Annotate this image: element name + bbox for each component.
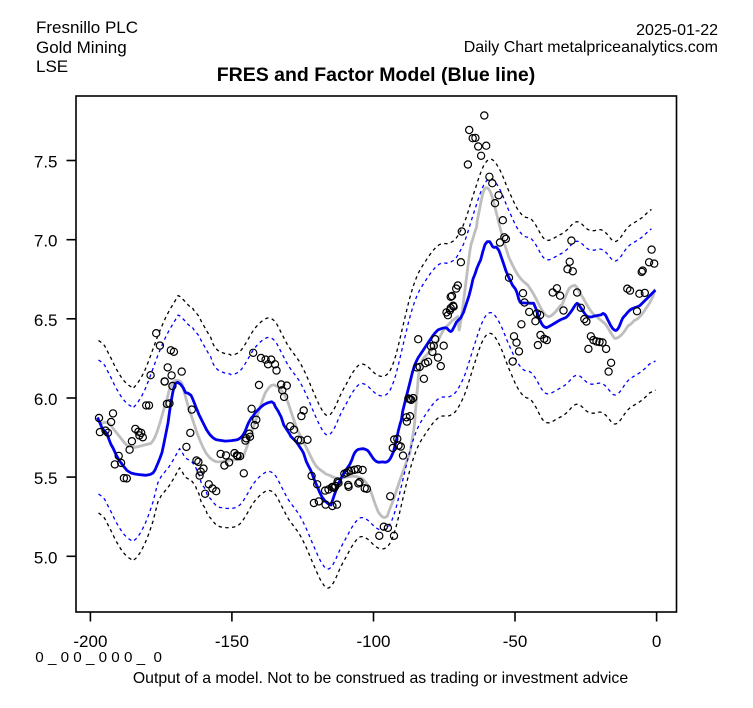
svg-text:7.5: 7.5 <box>34 153 58 172</box>
svg-text:-150: -150 <box>215 632 249 651</box>
svg-text:-100: -100 <box>356 632 390 651</box>
svg-text:6.5: 6.5 <box>34 311 58 330</box>
svg-text:5.5: 5.5 <box>34 469 58 488</box>
svg-text:7.0: 7.0 <box>34 232 58 251</box>
svg-text:-200: -200 <box>73 632 107 651</box>
svg-text:5.0: 5.0 <box>34 548 58 567</box>
svg-text:-50: -50 <box>503 632 528 651</box>
svg-text:6.0: 6.0 <box>34 390 58 409</box>
svg-text:0: 0 <box>652 632 661 651</box>
